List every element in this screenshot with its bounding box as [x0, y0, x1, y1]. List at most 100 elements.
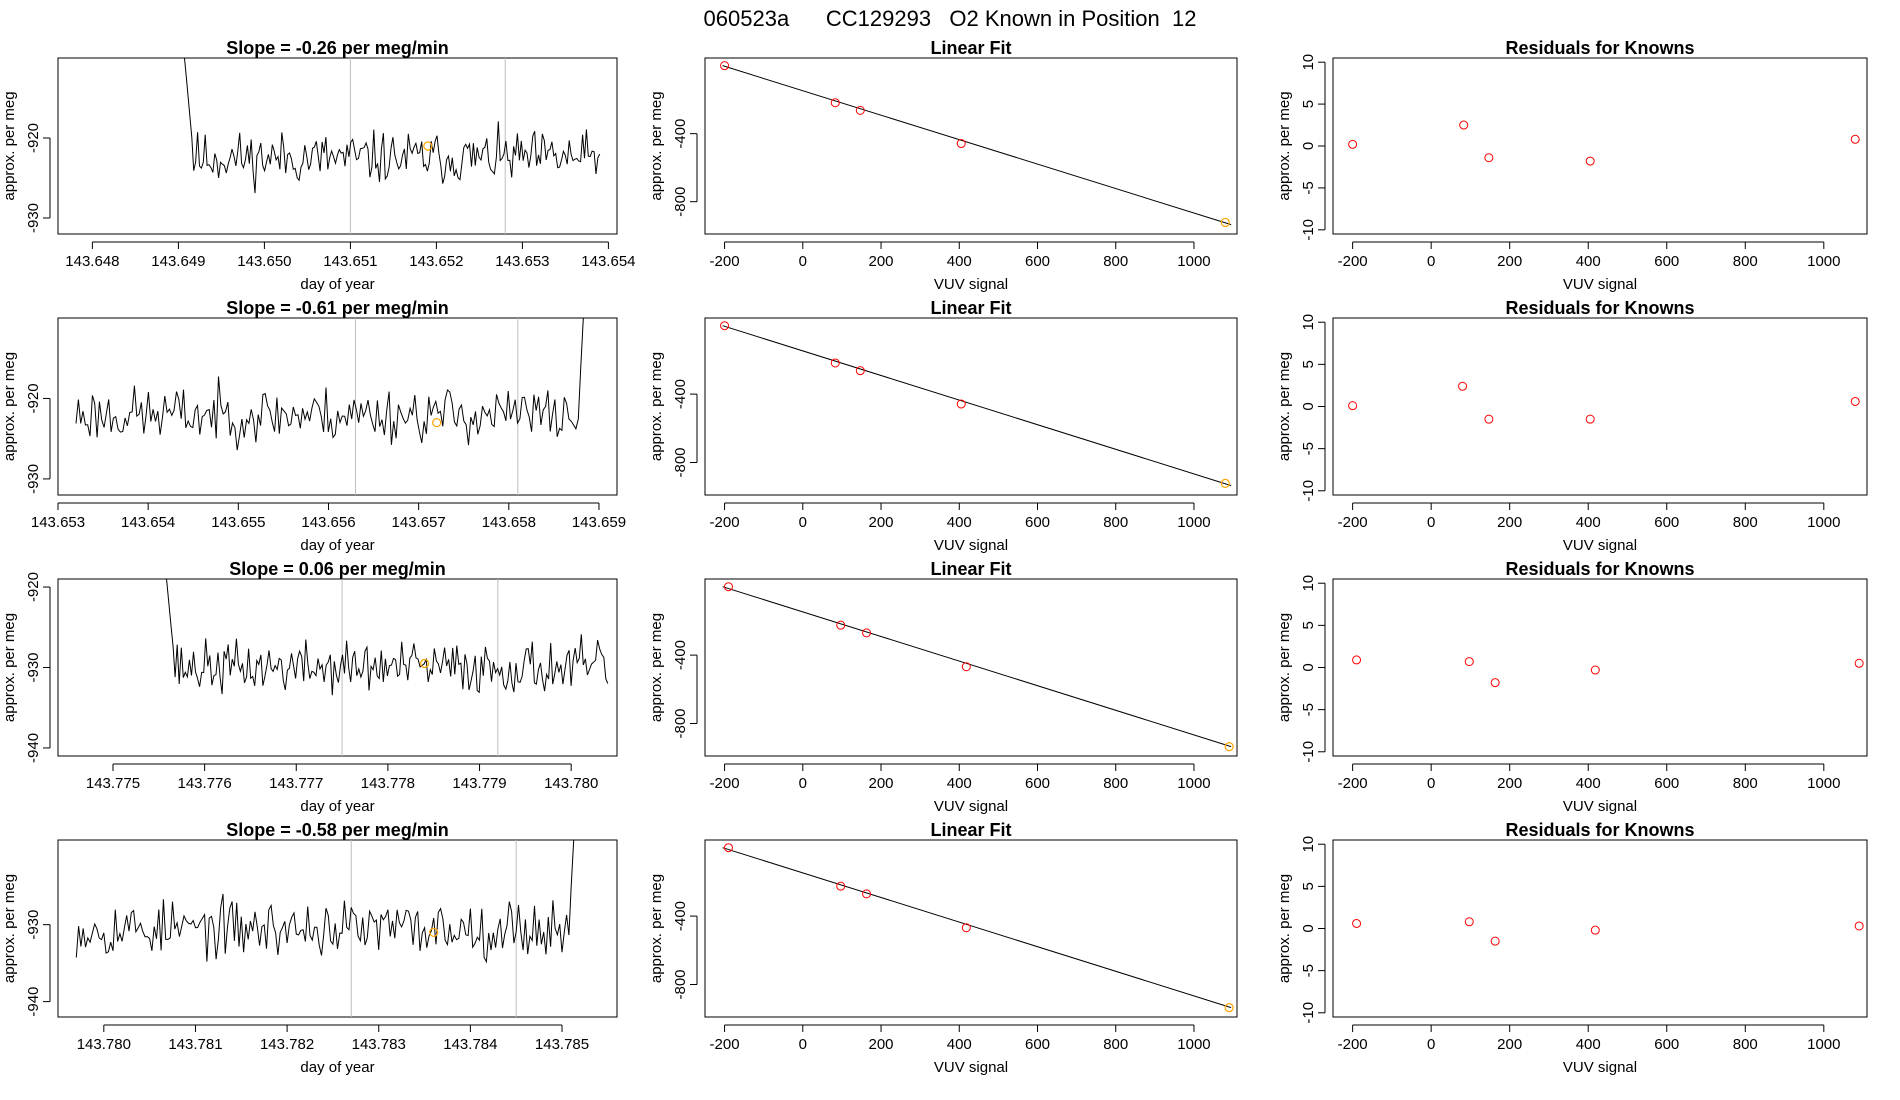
sample-marker	[423, 141, 433, 151]
panel-title: Linear Fit	[930, 559, 1011, 579]
y-tick-label: -930	[25, 203, 42, 233]
x-tick-label: 143.657	[392, 514, 446, 531]
plot-area	[1352, 655, 1864, 688]
known-point	[830, 98, 840, 108]
known-point	[830, 358, 840, 368]
x-tick-label: 143.655	[211, 514, 265, 531]
plot-frame	[57, 578, 618, 757]
x-axis-label: VUV signal	[1563, 1059, 1637, 1076]
panel-title: Slope = -0.58 per meg/min	[226, 820, 449, 840]
y-tick-label: -800	[672, 969, 689, 999]
x-tick-label: 143.654	[581, 253, 635, 270]
y-axis-label: approx. per meg	[648, 91, 665, 200]
x-tick-label: 1000	[1807, 775, 1840, 792]
y-tick-label: -940	[25, 987, 42, 1017]
x-tick-label: 600	[1654, 775, 1679, 792]
known-point	[1590, 665, 1600, 675]
y-tick-label: -10	[1300, 480, 1317, 502]
y-tick-label: -920	[25, 383, 42, 413]
x-tick-label: 800	[1103, 253, 1128, 270]
y-axis-label: approx. per meg	[1, 91, 18, 200]
x-tick-label: 143.653	[495, 253, 549, 270]
y-axis-label: approx. per meg	[1276, 91, 1293, 200]
figure-title: 060523a CC129293 O2 Known in Position 12	[704, 6, 1197, 31]
x-tick-label: 1000	[1807, 253, 1840, 270]
x-tick-label: 143.658	[482, 514, 536, 531]
known-point	[1348, 139, 1358, 149]
y-tick-label: -800	[672, 447, 689, 477]
x-tick-label: 600	[1025, 514, 1050, 531]
panel-title: Slope = 0.06 per meg/min	[229, 559, 446, 579]
known-point	[1850, 134, 1860, 144]
known-point	[862, 628, 872, 638]
known-point	[1490, 678, 1500, 688]
y-tick-label: -920	[25, 123, 42, 153]
known-point	[855, 105, 865, 115]
y-axis-label: approx. per meg	[648, 352, 665, 461]
panel-row4-residuals: Residuals for Knowns-200 0 200 400 600 800 100…	[1276, 820, 1868, 1076]
y-tick-label: -5	[1300, 442, 1317, 455]
y-tick-label: 10	[1300, 836, 1317, 853]
x-tick-label: 143.654	[121, 514, 175, 531]
known-point	[1585, 414, 1595, 424]
x-tick-label: 143.781	[168, 1036, 222, 1053]
x-axis-label: VUV signal	[1563, 798, 1637, 815]
panel-title: Residuals for Knowns	[1505, 559, 1694, 579]
y-tick-label: -400	[672, 379, 689, 409]
plot-frame	[57, 317, 618, 496]
known-point	[836, 620, 846, 630]
y-tick-label: -930	[25, 652, 42, 682]
x-tick-label: 800	[1733, 514, 1758, 531]
x-tick-label: 143.777	[269, 775, 323, 792]
plot-area	[722, 843, 1234, 1013]
y-tick-label: 0	[1300, 402, 1317, 410]
x-tick-label: 143.653	[31, 514, 85, 531]
y-tick-label: 10	[1300, 54, 1317, 71]
x-tick-label: 143.782	[260, 1036, 314, 1053]
x-tick-label: 0	[799, 1036, 807, 1053]
x-tick-label: 143.775	[86, 775, 140, 792]
x-tick-label: 200	[869, 253, 894, 270]
plot-area	[166, 579, 609, 756]
fit-line	[722, 586, 1232, 748]
known-point	[1484, 414, 1494, 424]
x-tick-label: 1000	[1177, 775, 1210, 792]
panel-row3-residuals: Residuals for Knowns-200 0 200 400 600 800 100…	[1276, 559, 1868, 815]
panel-title: Residuals for Knowns	[1505, 38, 1694, 58]
plot-frame	[1332, 317, 1868, 496]
plot-frame	[1332, 57, 1868, 235]
x-tick-label: 600	[1025, 253, 1050, 270]
known-point	[961, 923, 971, 933]
x-tick-label: -200	[710, 1036, 740, 1053]
panel-row2-timeseries: Slope = -0.61 per meg/min 143.653 143.654 1…	[1, 298, 626, 554]
plot-frame	[704, 57, 1238, 235]
y-tick-label: 5	[1300, 621, 1317, 629]
known-point	[1490, 936, 1500, 946]
plot-frame	[57, 57, 618, 235]
x-tick-label: 1000	[1177, 253, 1210, 270]
y-tick-label: -5	[1300, 964, 1317, 977]
y-tick-label: -400	[672, 901, 689, 931]
y-tick-label: -5	[1300, 181, 1317, 194]
panel-title: Linear Fit	[930, 38, 1011, 58]
known-point	[956, 139, 966, 149]
plot-area	[183, 58, 601, 234]
y-tick-label: 0	[1300, 924, 1317, 932]
x-tick-label: 200	[869, 775, 894, 792]
panel-row2-linear-fit: Linear Fit -200 0 200 400 600 800 1000 VUV signa…	[648, 298, 1238, 554]
x-tick-label: -200	[710, 253, 740, 270]
signal-trace	[75, 840, 575, 964]
y-tick-label: -800	[672, 187, 689, 217]
panel-row3-linear-fit: Linear Fit -200 0 200 400 600 800 1000 VUV signa…	[648, 559, 1238, 815]
y-axis-label: approx. per meg	[1276, 352, 1293, 461]
known-point	[1585, 156, 1595, 166]
known-point	[836, 881, 846, 891]
x-tick-label: -200	[1338, 253, 1368, 270]
y-tick-label: -930	[25, 464, 42, 494]
x-tick-label: 0	[799, 775, 807, 792]
plot-frame	[704, 839, 1238, 1018]
plot-frame	[57, 839, 618, 1018]
x-tick-label: 400	[947, 253, 972, 270]
plot-area	[1348, 120, 1860, 166]
